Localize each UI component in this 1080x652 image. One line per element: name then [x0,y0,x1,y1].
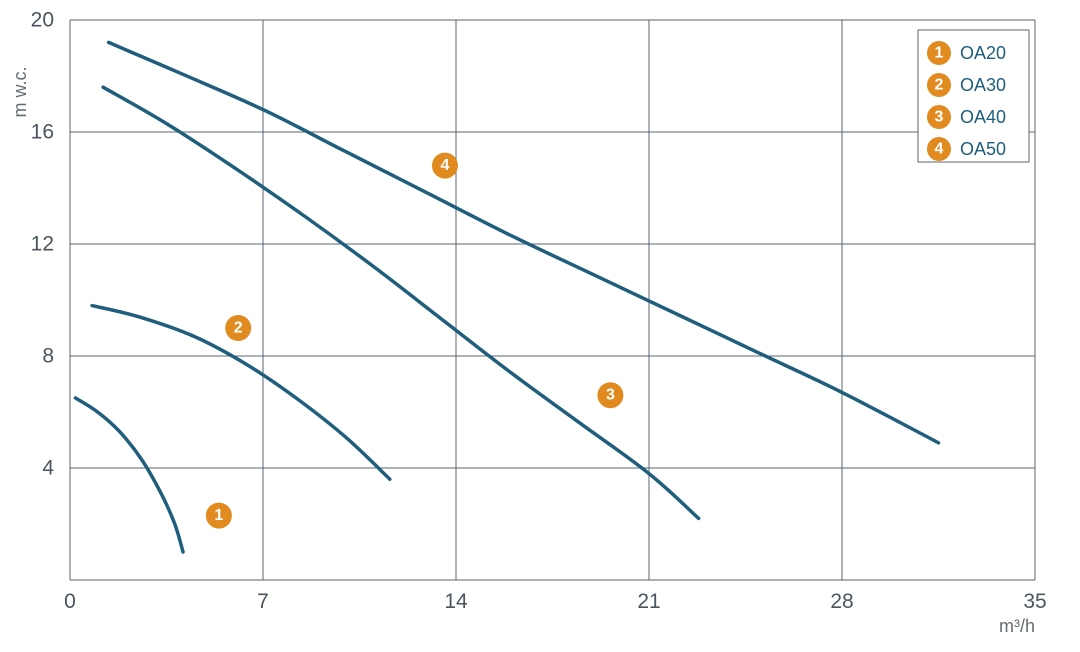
y-tick-label: 8 [42,345,54,368]
x-tick-label: 0 [64,590,76,613]
legend: 1 OA20 2 OA30 3 OA40 4 OA50 [918,30,1029,162]
y-axis-title: m w.c. [10,66,30,117]
y-tick-label: 12 [31,233,54,256]
svg-text:4: 4 [441,157,450,174]
x-tick-label: 14 [444,590,468,613]
legend-label: OA20 [960,43,1006,63]
x-tick-label: 35 [1023,590,1046,613]
pump-curve-chart: 481216200714212835m w.c.m³/h12341OA202OA… [0,0,1080,652]
legend-label: OA40 [960,107,1006,127]
legend-label: OA30 [960,75,1006,95]
svg-text:3: 3 [935,109,944,126]
svg-text:1: 1 [935,45,944,62]
x-axis-title: m³/h [999,616,1035,636]
legend-item-oa40: 3 OA40 [927,105,1006,129]
curve-badge-4: 4 [432,153,458,179]
x-tick-label: 7 [257,590,269,613]
svg-text:1: 1 [214,507,223,524]
svg-text:4: 4 [935,141,944,158]
curve-badge-1: 1 [206,503,232,529]
legend-label: OA50 [960,139,1006,159]
x-tick-label: 28 [830,590,853,613]
legend-item-oa50: 4 OA50 [927,137,1006,161]
y-tick-label: 4 [42,457,54,480]
curve-badge-3: 3 [597,382,623,408]
svg-text:2: 2 [935,77,944,94]
y-tick-label: 16 [31,121,54,144]
x-tick-label: 21 [637,590,660,613]
svg-text:2: 2 [234,320,243,337]
curve-badge-2: 2 [225,315,251,341]
legend-item-oa20: 1 OA20 [927,41,1006,65]
y-tick-label: 20 [31,9,54,32]
svg-text:3: 3 [606,387,615,404]
legend-item-oa30: 2 OA30 [927,73,1006,97]
